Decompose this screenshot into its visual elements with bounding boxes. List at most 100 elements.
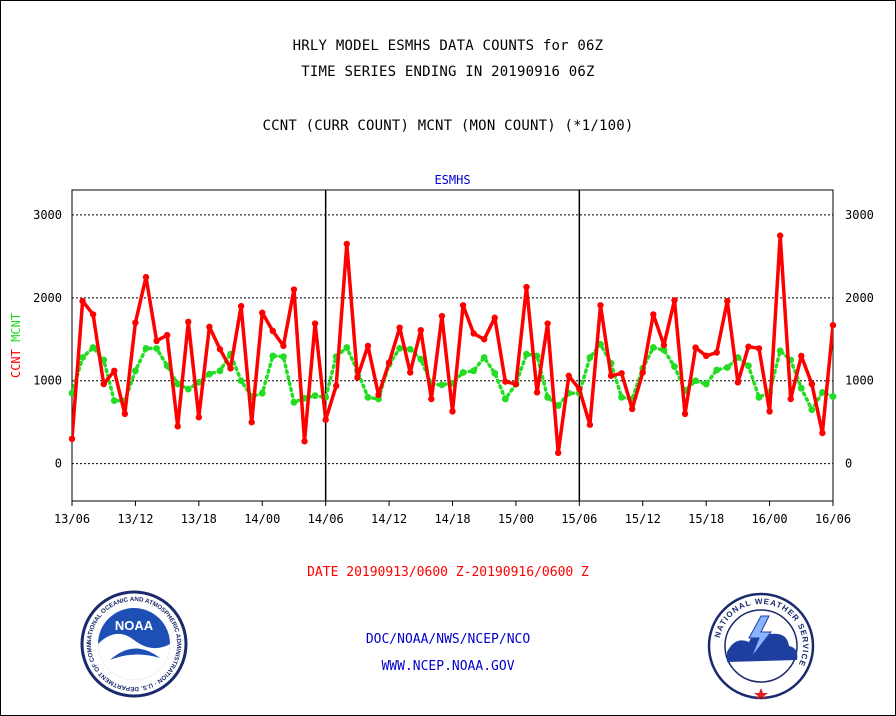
series-point-mcnt [808, 406, 816, 414]
series-point-ccnt [607, 372, 615, 379]
series-point-ccnt [681, 410, 689, 418]
series-point-mcnt [723, 364, 731, 371]
x-tick-label: 16/06 [815, 512, 851, 526]
y-tick-label-left: 0 [55, 457, 62, 471]
series-point-ccnt [417, 326, 424, 334]
y-tick-label-left: 3000 [33, 208, 62, 222]
series-point-mcnt [776, 347, 784, 355]
series-point-ccnt [481, 336, 488, 343]
series-point-ccnt [290, 286, 298, 293]
x-tick-label: 15/00 [498, 512, 534, 526]
series-point-ccnt [576, 385, 583, 393]
series-point-mcnt [237, 377, 245, 385]
series-point-ccnt [438, 312, 446, 320]
series-point-ccnt [671, 297, 678, 304]
series-point-mcnt [702, 380, 710, 388]
series-point-ccnt [68, 435, 76, 442]
y-axis-label: CCNT MCNT [9, 313, 23, 378]
noaa-logo-text: NOAA [115, 618, 154, 633]
series-point-ccnt [533, 389, 541, 396]
series-point-ccnt [79, 297, 86, 305]
x-tick-label: 16/00 [752, 512, 788, 526]
x-tick-label: 14/18 [434, 512, 470, 526]
title-line-3: CCNT (CURR COUNT) MCNT (MON COUNT) (*1/1… [262, 118, 634, 134]
series-point-ccnt [259, 309, 266, 316]
chart-title: ESMHS [434, 173, 470, 187]
series-point-ccnt [544, 320, 551, 327]
series-point-ccnt [269, 327, 277, 335]
series-point-ccnt [713, 349, 720, 356]
series-point-ccnt [829, 321, 837, 329]
series-point-mcnt [142, 345, 150, 352]
series-point-ccnt [819, 429, 826, 437]
series-point-ccnt [89, 311, 97, 318]
series-point-mcnt [174, 380, 182, 388]
series-point-ccnt [523, 283, 530, 291]
series-point-ccnt [385, 359, 393, 366]
date-range-label: DATE 20190913/0600 Z-20190916/0600 Z [307, 565, 589, 580]
series-point-ccnt [248, 419, 255, 426]
series-point-ccnt [227, 365, 234, 372]
series-point-ccnt [111, 367, 118, 374]
series-point-mcnt [544, 393, 552, 401]
series-point-ccnt [502, 378, 509, 385]
series-point-ccnt [755, 345, 763, 352]
series-point-mcnt [153, 345, 160, 352]
series-point-ccnt [163, 331, 171, 339]
series-point-ccnt [734, 379, 742, 386]
series-point-ccnt [142, 273, 150, 281]
title-line-1: HRLY MODEL ESMHS DATA COUNTS for 06Z [292, 38, 604, 54]
series-point-ccnt [333, 382, 340, 389]
series-point-ccnt [660, 341, 668, 349]
series-point-mcnt [406, 345, 414, 353]
series-line-ccnt [72, 233, 833, 455]
series-point-ccnt [639, 369, 646, 376]
series-point-ccnt [554, 449, 562, 457]
series-point-ccnt [206, 323, 213, 331]
series-point-ccnt [237, 302, 245, 310]
x-tick-label: 15/06 [561, 512, 597, 526]
x-tick-label: 14/06 [308, 512, 344, 526]
series-point-mcnt [554, 402, 562, 410]
series-point-ccnt [724, 297, 731, 305]
series-point-mcnt [195, 379, 203, 386]
url-label: WWW.NCEP.NOAA.GOV [381, 659, 515, 674]
series-point-mcnt [89, 344, 97, 351]
y-axis-label-ccnt: CCNT [9, 349, 23, 378]
x-tick-label: 14/00 [244, 512, 280, 526]
x-tick-label: 14/12 [371, 512, 407, 526]
series-point-ccnt [354, 374, 361, 381]
series-point-ccnt [428, 395, 435, 403]
series-point-mcnt [797, 384, 805, 392]
series-point-mcnt [132, 367, 139, 375]
series-point-ccnt [776, 232, 784, 239]
series-point-ccnt [132, 319, 139, 326]
series-point-ccnt [597, 302, 604, 309]
y-tick-label-right: 1000 [845, 374, 874, 388]
noaa-logo: NOAA NATIONAL OCEANIC AND ATMOSPHERIC AD… [80, 590, 188, 698]
x-tick-label: 13/12 [117, 512, 153, 526]
series-point-mcnt [755, 393, 763, 401]
y-tick-label-right: 0 [845, 457, 852, 471]
series-point-mcnt [343, 344, 351, 351]
series-point-mcnt [470, 367, 478, 375]
series-point-mcnt [311, 392, 319, 400]
series-point-ccnt [185, 318, 192, 326]
series-point-ccnt [692, 344, 699, 351]
series-point-mcnt [216, 367, 224, 375]
series-point-mcnt [438, 381, 446, 389]
series-point-ccnt [174, 423, 181, 430]
series-point-mcnt [206, 370, 213, 378]
series-point-ccnt [216, 346, 224, 353]
series-point-ccnt [100, 380, 107, 388]
series-point-mcnt [671, 363, 678, 371]
series-point-mcnt [269, 352, 277, 360]
series-point-ccnt [375, 391, 382, 399]
series-point-mcnt [459, 369, 467, 376]
series-point-mcnt [713, 366, 721, 374]
series-point-mcnt [184, 385, 192, 393]
series-point-mcnt [692, 377, 699, 385]
series-point-ccnt [407, 369, 414, 376]
series-point-ccnt [650, 311, 657, 318]
series-point-mcnt [618, 393, 626, 401]
